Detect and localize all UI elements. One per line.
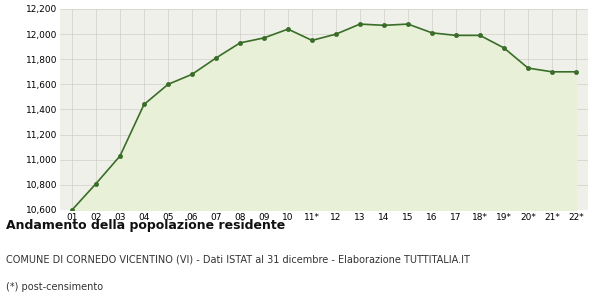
Text: Andamento della popolazione residente: Andamento della popolazione residente	[6, 219, 285, 232]
Text: (*) post-censimento: (*) post-censimento	[6, 282, 103, 292]
Text: COMUNE DI CORNEDO VICENTINO (VI) - Dati ISTAT al 31 dicembre - Elaborazione TUTT: COMUNE DI CORNEDO VICENTINO (VI) - Dati …	[6, 255, 470, 265]
